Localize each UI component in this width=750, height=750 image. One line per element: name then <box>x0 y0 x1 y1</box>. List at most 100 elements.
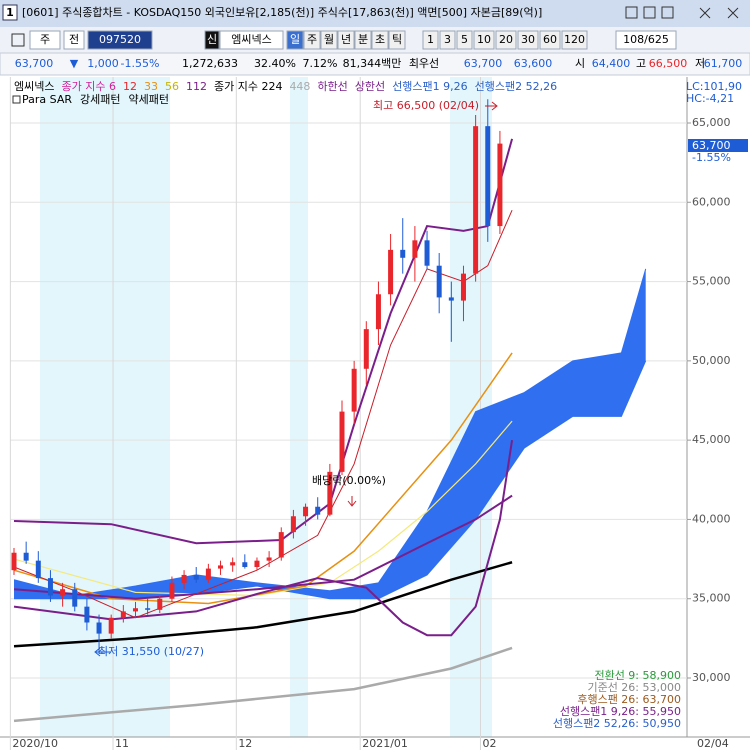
interval-button-box[interactable] <box>473 30 495 50</box>
interval-button-box[interactable] <box>517 30 539 50</box>
y-tick-label: 40,000 <box>692 512 731 525</box>
unit-button-box[interactable] <box>354 30 372 50</box>
candle-body <box>157 598 163 610</box>
legend-entry: 12 <box>123 80 137 93</box>
info-value: 64,400 <box>592 57 631 70</box>
candle-body <box>230 562 236 566</box>
legend-entry: 선행스팬1 9,26 <box>392 80 467 93</box>
candle-body <box>23 552 29 561</box>
unit-button-box[interactable] <box>388 30 406 50</box>
interval-button-box[interactable] <box>495 30 517 50</box>
legend-entry: 하한선 <box>317 79 347 93</box>
toolbar-icon[interactable] <box>11 33 25 47</box>
interval-button[interactable]: 60 <box>543 33 557 46</box>
arrow <box>485 101 498 111</box>
interval-button[interactable]: 10 <box>477 33 491 46</box>
count-input[interactable]: 108/625 <box>623 33 669 46</box>
interval-button-box[interactable] <box>561 30 588 50</box>
market-select[interactable]: 전 <box>69 33 79 46</box>
window-title: [0601] 주식종합차트 - KOSDAQ150 외국인보유[2,185(천)… <box>22 5 542 19</box>
high-note: 최고 66,500 (02/04) <box>373 99 479 112</box>
legend-entry: 448 <box>289 80 310 93</box>
candle-body <box>205 568 211 580</box>
unit-button[interactable]: 월 <box>324 33 334 46</box>
period-select[interactable]: 주 <box>40 33 50 46</box>
legend-entry: 56 <box>165 80 179 93</box>
info-value: 63,700 <box>464 57 503 70</box>
interval-button[interactable]: 30 <box>521 33 535 46</box>
stock-name[interactable]: 엠씨넥스 <box>231 33 271 46</box>
x-tick-label: 2020/10 <box>12 737 58 750</box>
unit-button[interactable]: 일 <box>290 32 300 46</box>
hc-value: HC:-4,21 <box>686 92 734 105</box>
x-tick-label: 2021/01 <box>362 737 408 750</box>
x-tick-label: 12 <box>238 737 252 750</box>
interval-button-box[interactable] <box>422 30 439 50</box>
indicator-line <box>13 420 513 597</box>
interval-button[interactable]: 20 <box>499 33 513 46</box>
code-input-box[interactable] <box>87 30 153 50</box>
info-value: 66,500 <box>649 57 688 70</box>
candle-body <box>120 611 126 618</box>
unit-button-box[interactable] <box>371 30 389 50</box>
legend-entry: 상한선 <box>355 80 385 93</box>
unit-button[interactable]: 초 <box>375 33 385 46</box>
unit-button[interactable]: 주 <box>307 33 317 46</box>
interval-button[interactable]: 3 <box>444 33 451 46</box>
interval-button-box[interactable] <box>439 30 456 50</box>
unit-button[interactable]: 년 <box>341 33 351 46</box>
unit-button[interactable]: 분 <box>358 33 368 46</box>
button[interactable] <box>699 7 739 19</box>
button[interactable] <box>661 6 674 19</box>
candle-body <box>47 578 53 596</box>
indicator-line <box>13 439 514 637</box>
window-icon <box>2 4 18 21</box>
interval-button[interactable]: 5 <box>461 33 468 46</box>
info-value: 1,000 <box>87 57 119 70</box>
highlight-bands <box>40 77 492 737</box>
candle-body <box>266 557 272 561</box>
y-tick-label: 35,000 <box>692 592 731 605</box>
info-value: 고 <box>636 57 646 70</box>
candle-body <box>339 411 345 472</box>
last-price: 63,700 <box>692 139 731 152</box>
button[interactable] <box>625 6 638 19</box>
low-note: 최저 31,550 (10/27) <box>98 645 204 658</box>
market-select-box[interactable] <box>63 30 85 50</box>
unit-button-box[interactable] <box>320 30 338 50</box>
info-value: 시 <box>575 57 585 70</box>
unit-button-box[interactable] <box>303 30 321 50</box>
stock-name-box[interactable] <box>219 30 284 50</box>
legend-entry: 약세패턴 <box>128 92 168 106</box>
candle-body <box>84 606 90 623</box>
candle-body <box>473 126 479 274</box>
x-tick-label: 11 <box>115 737 129 750</box>
unit-button[interactable]: 틱 <box>392 33 402 46</box>
candle-body <box>218 565 224 569</box>
legend-entry: Para SAR <box>22 93 72 106</box>
indicator-readout: 기준선 26: 53,000 <box>587 681 681 694</box>
indicator-readout: 후행스팬 26: 63,700 <box>577 693 681 706</box>
leading-span <box>13 268 647 597</box>
interval-button-box[interactable] <box>539 30 561 50</box>
interval-button-box[interactable] <box>456 30 473 50</box>
info-value: 저 <box>695 57 705 70</box>
lc-value: LC:101,90 <box>686 80 742 93</box>
candle-body <box>108 617 114 634</box>
indicator-readout: 선행스팬1 9,26: 55,950 <box>560 705 681 718</box>
count-input-box[interactable] <box>615 30 677 50</box>
event-note: 배당락(0.00%) <box>312 474 386 487</box>
candle-body <box>412 240 418 258</box>
candle-body <box>242 562 248 568</box>
code-input[interactable]: 097520 <box>99 33 141 46</box>
unit-button-box[interactable] <box>286 30 304 50</box>
candle-body <box>11 552 17 571</box>
band <box>40 77 170 737</box>
legend-icon <box>12 95 21 104</box>
info-value: -1.55% <box>121 57 160 70</box>
button[interactable] <box>643 6 656 19</box>
unit-button-box[interactable] <box>337 30 355 50</box>
interval-button[interactable]: 1 <box>427 33 434 46</box>
period-select-box[interactable] <box>29 30 61 50</box>
interval-button[interactable]: 120 <box>564 33 585 46</box>
